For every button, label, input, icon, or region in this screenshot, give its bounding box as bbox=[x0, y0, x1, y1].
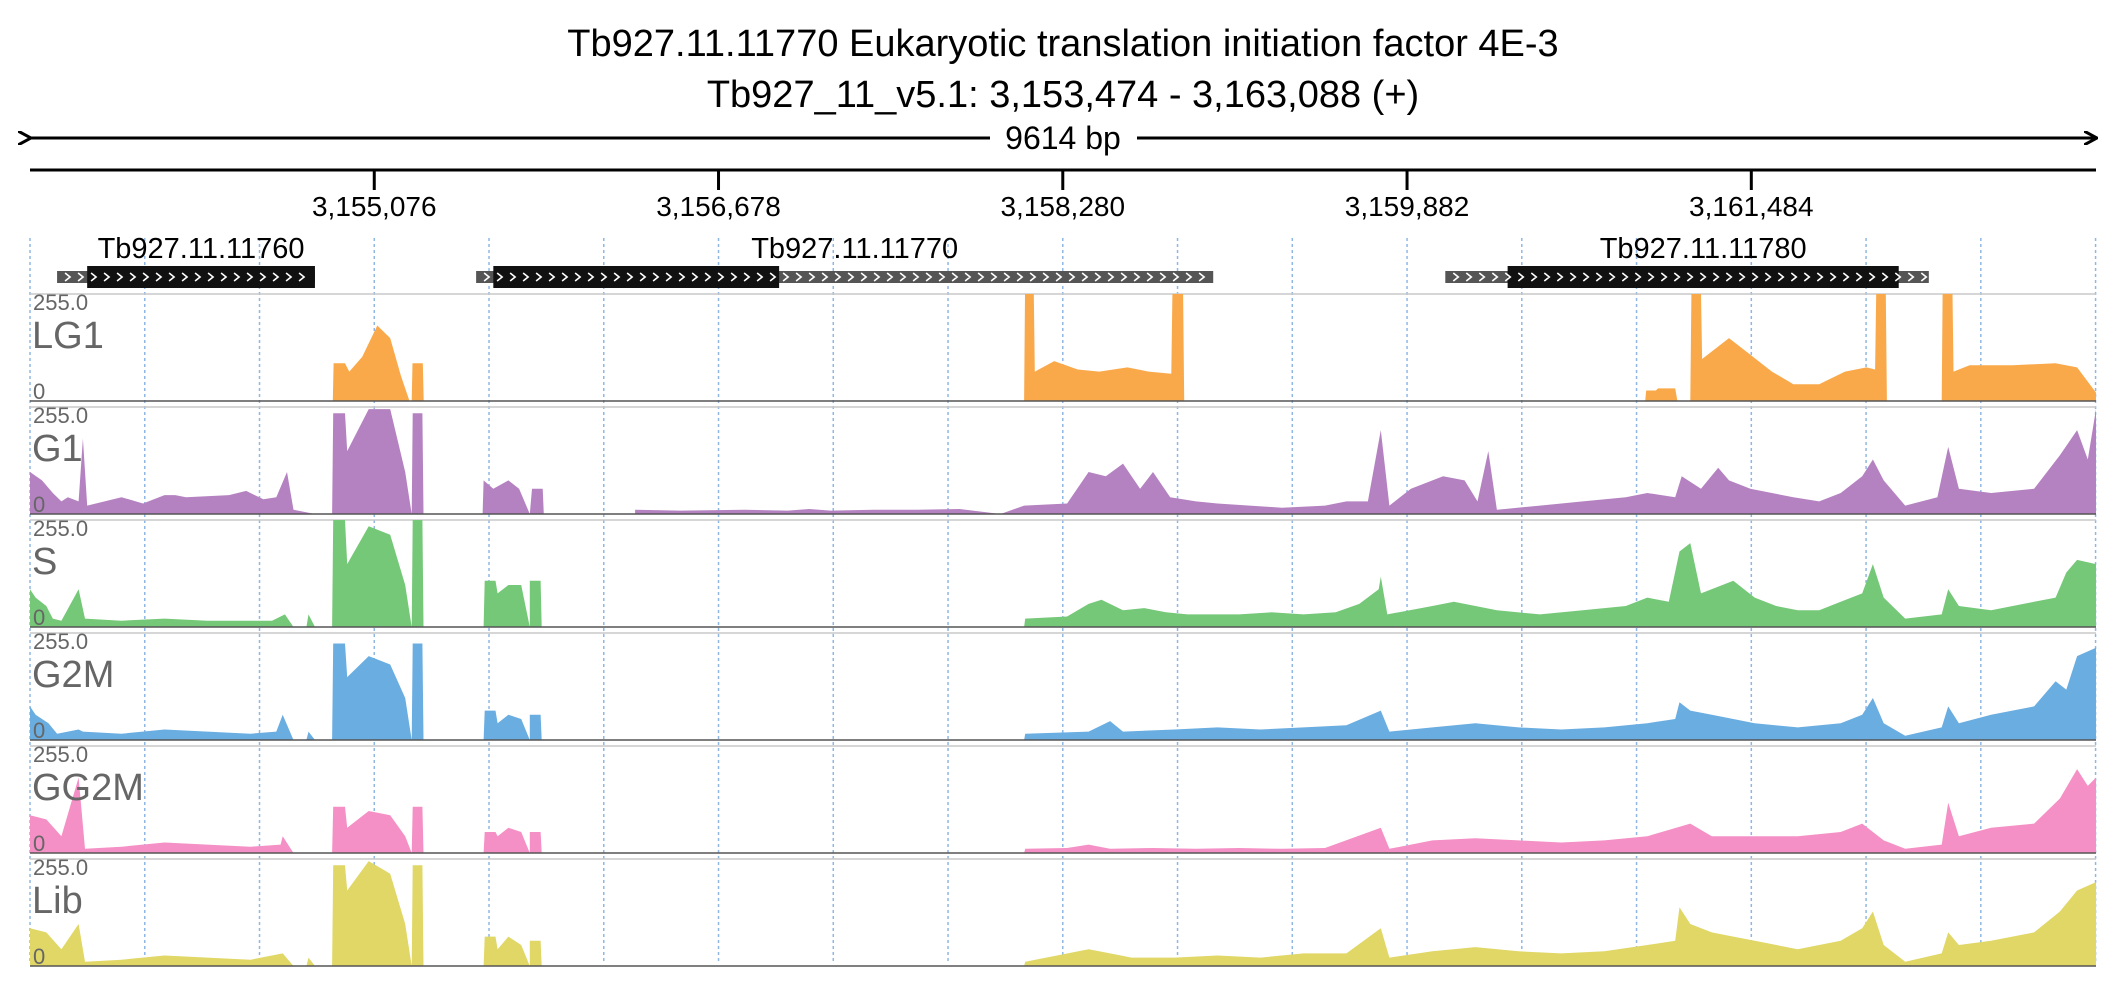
track-ymax-label: 255.0 bbox=[33, 290, 88, 315]
coverage-tracks: 255.0LG10255.0G10255.0S0255.0G2M0255.0GG… bbox=[30, 290, 2096, 969]
track-ymax-label: 255.0 bbox=[33, 855, 88, 880]
gene-cds bbox=[493, 266, 780, 288]
coverage-area bbox=[332, 294, 2096, 401]
track-name: G2M bbox=[32, 654, 114, 696]
gene-label: Tb927.11.11770 bbox=[751, 233, 958, 265]
track-s: 255.0S 0 bbox=[30, 516, 2096, 630]
strand-chevrons bbox=[1452, 272, 1928, 282]
track-ymax-label: 255.0 bbox=[33, 516, 88, 541]
ruler-tick-label: 3,156,678 bbox=[656, 191, 781, 222]
coverage-area bbox=[30, 861, 2096, 966]
track-name: S bbox=[32, 541, 57, 583]
coverage-area bbox=[30, 409, 2096, 514]
track-ymax-label: 255.0 bbox=[33, 629, 88, 654]
track-name: LG1 bbox=[32, 315, 104, 357]
gene-label: Tb927.11.11780 bbox=[1600, 233, 1807, 265]
gene-Tb927-11-11760[interactable]: Tb927.11.11760 bbox=[57, 233, 315, 288]
track-ymax-label: 255.0 bbox=[33, 742, 88, 767]
track-ymin-label: 0 bbox=[33, 944, 45, 969]
gene-label: Tb927.11.11760 bbox=[98, 233, 305, 265]
chart-title: Tb927.11.11770 Eukaryotic translation in… bbox=[567, 23, 1558, 65]
track-name: G1 bbox=[32, 428, 83, 470]
coverage-area bbox=[30, 643, 2096, 740]
gene-track: Tb927.11.11760 Tb927.11.11770 Tb927.11.117… bbox=[57, 233, 1929, 288]
gene-Tb927-11-11770[interactable]: Tb927.11.11770 bbox=[476, 233, 1214, 288]
gene-Tb927-11-11780[interactable]: Tb927.11.11780 bbox=[1445, 233, 1929, 288]
track-name: Lib bbox=[32, 880, 83, 922]
track-g1: 255.0G1 0 bbox=[30, 403, 2096, 517]
strand-chevrons bbox=[483, 272, 1206, 282]
ruler-tick-label: 3,161,484 bbox=[1689, 191, 1814, 222]
ruler-tick-label: 3,159,882 bbox=[1345, 191, 1470, 222]
track-ymin-label: 0 bbox=[33, 718, 45, 743]
coverage-area bbox=[30, 769, 2096, 853]
track-ymax-label: 255.0 bbox=[33, 403, 88, 428]
gene-cds bbox=[1507, 266, 1899, 288]
ruler-tick-label: 3,158,280 bbox=[1000, 191, 1125, 222]
strand-chevrons bbox=[64, 272, 306, 282]
ruler: 3,155,076 3,156,678 3,158,280 3,159,882 3,16… bbox=[312, 170, 1814, 222]
ruler-tick-label: 3,155,076 bbox=[312, 191, 437, 222]
track-ymin-label: 0 bbox=[33, 605, 45, 630]
track-ymin-label: 0 bbox=[33, 492, 45, 517]
track-ymin-label: 0 bbox=[33, 379, 45, 404]
coverage-area bbox=[30, 520, 2096, 627]
track-ymin-label: 0 bbox=[33, 831, 45, 856]
span-label: 9614 bp bbox=[1005, 120, 1121, 156]
track-name: GG2M bbox=[32, 767, 144, 809]
chart-subtitle: Tb927_11_v5.1: 3,153,474 - 3,163,088 (+) bbox=[707, 74, 1419, 116]
